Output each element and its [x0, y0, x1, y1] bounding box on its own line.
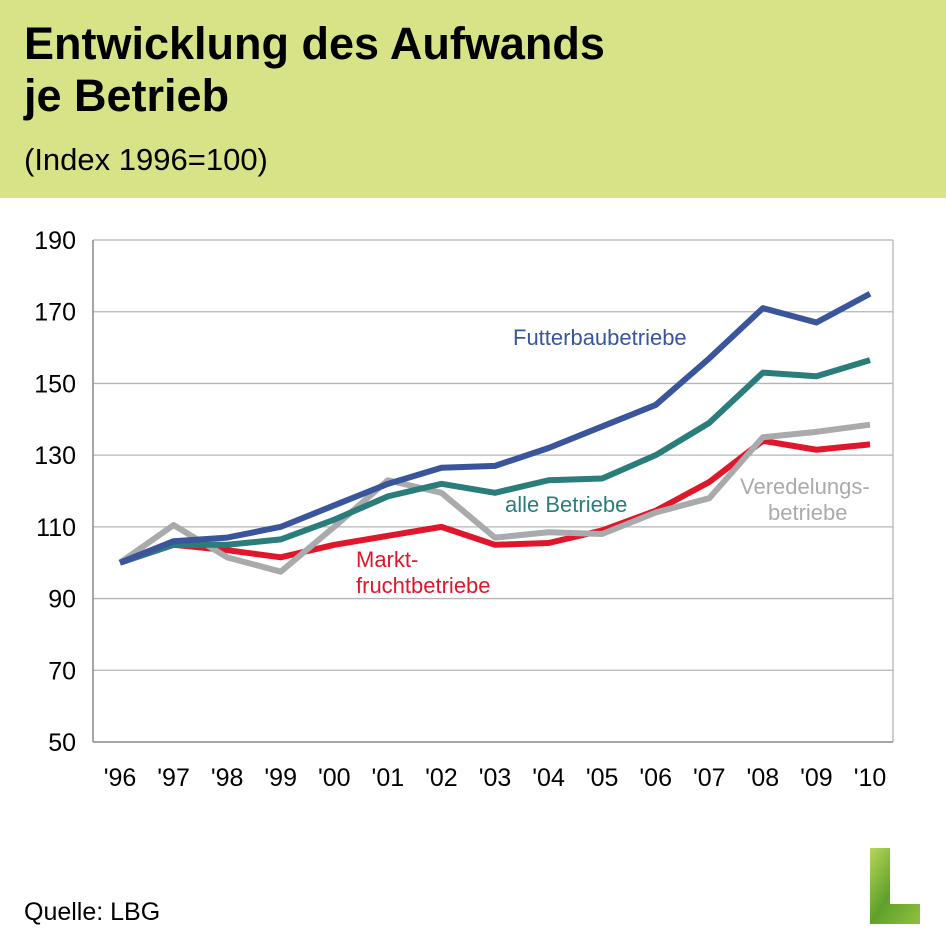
y-tick-label: 130 — [34, 442, 76, 470]
y-tick-label: 110 — [36, 514, 76, 542]
y-tick-label: 50 — [48, 729, 76, 757]
series-line-alle-betriebe — [119, 357, 871, 566]
x-tick-label: '05 — [586, 764, 619, 792]
y-tick-label: 90 — [48, 586, 76, 614]
x-tick-label: '09 — [800, 764, 833, 792]
y-tick-label: 190 — [34, 227, 76, 255]
y-tick-label: 70 — [48, 657, 76, 685]
x-tick-label: '00 — [318, 764, 351, 792]
series-label: Futterbaubetriebe — [513, 325, 687, 350]
x-tick-label: '03 — [479, 764, 512, 792]
series-label: Markt- — [356, 547, 418, 572]
x-tick-label: '99 — [264, 764, 297, 792]
x-tick-label: '10 — [854, 764, 887, 792]
x-tick-label: '98 — [211, 764, 244, 792]
x-tick-label: '06 — [639, 764, 672, 792]
x-tick-label: '07 — [693, 764, 726, 792]
series-label: Veredelungs- — [740, 474, 870, 499]
y-tick-label: 150 — [34, 370, 76, 398]
title-line-2: je Betrieb — [24, 70, 230, 121]
series-line-veredelungsbetriebe — [118, 421, 871, 575]
series-line-futterbaubetriebe — [118, 291, 872, 566]
x-tick-label: '08 — [747, 764, 780, 792]
chart-title: Entwicklung des Aufwands je Betrieb — [24, 18, 605, 122]
series-label: alle Betriebe — [505, 492, 627, 517]
lbg-logo — [870, 848, 920, 924]
header-banner: Entwicklung des Aufwands je Betrieb (Ind… — [0, 0, 946, 198]
title-line-1: Entwicklung des Aufwands — [24, 18, 605, 69]
series-label: fruchtbetriebe — [356, 573, 491, 598]
source-note: Quelle: LBG — [24, 898, 161, 926]
x-tick-label: '96 — [104, 764, 137, 792]
chart-subtitle: (Index 1996=100) — [24, 142, 268, 177]
x-tick-label: '02 — [425, 764, 458, 792]
x-tick-label: '97 — [157, 764, 190, 792]
x-tick-label: '01 — [372, 764, 405, 792]
x-tick-label: '04 — [532, 764, 565, 792]
y-tick-label: 170 — [34, 299, 76, 327]
series-label: betriebe — [768, 500, 848, 525]
